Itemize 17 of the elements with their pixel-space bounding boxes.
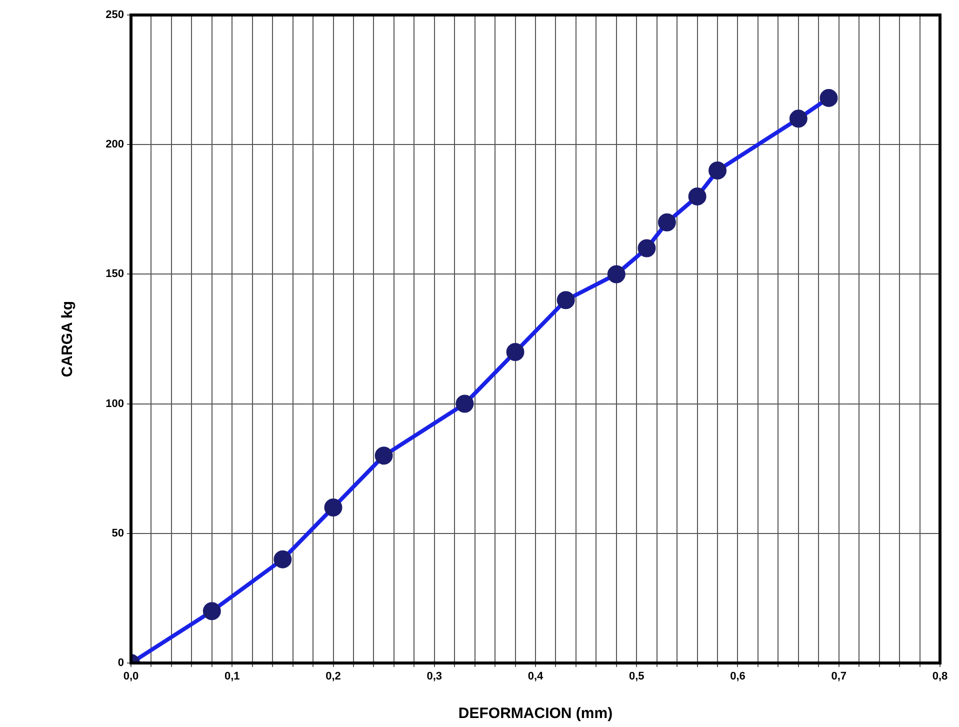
- y-tick-label: 50: [112, 527, 124, 540]
- y-tick-label: 200: [106, 138, 124, 151]
- x-tick-label: 0,1: [224, 670, 240, 683]
- x-tick-label: 0,6: [730, 670, 746, 683]
- x-tick-label: 0,5: [628, 670, 644, 683]
- x-tick-label: 0,4: [528, 670, 544, 683]
- x-tick-label: 0,0: [123, 670, 139, 683]
- y-tick-label: 100: [106, 398, 124, 410]
- y-tick-label: 0: [118, 657, 124, 670]
- x-tick-label: 0,8: [932, 670, 948, 683]
- y-tick-label: 150: [106, 268, 124, 280]
- x-tick-label: 0,3: [426, 670, 442, 683]
- x-tick-label: 0,7: [831, 670, 847, 683]
- x-tick-label: 0,2: [326, 670, 341, 683]
- y-tick-label: 250: [106, 9, 124, 22]
- x-axis-title: DEFORMACION (mm): [458, 705, 613, 722]
- y-axis-title: CARGA kg: [59, 300, 76, 378]
